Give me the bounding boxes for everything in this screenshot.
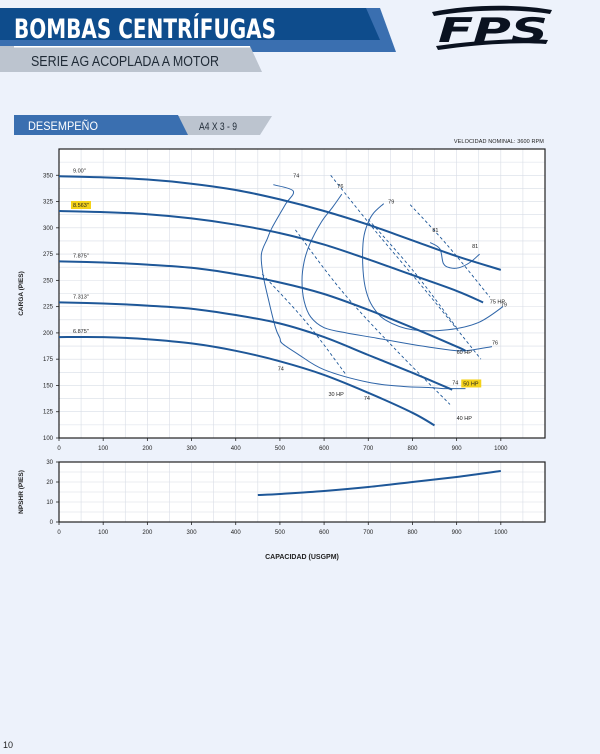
efficiency-label: 74 <box>293 173 299 179</box>
page-subtitle: SERIE AG ACOPLADA A MOTOR <box>31 54 219 70</box>
section-bar: DESEMPEÑO A4 X 3 - 9 <box>14 115 272 135</box>
head-y-tick-label: 175 <box>43 357 54 363</box>
header-gray-band <box>0 46 262 72</box>
power-line <box>261 273 347 376</box>
efficiency-label: 79 <box>501 303 507 309</box>
head-x-tick-label: 400 <box>231 446 242 452</box>
impeller-label: 9.00" <box>73 168 86 174</box>
head-y-tick-label: 150 <box>43 383 54 389</box>
impeller-curve <box>58 335 436 427</box>
head-x-tick-label: 200 <box>142 446 153 452</box>
power-label: 60 HP <box>457 350 473 356</box>
head-y-tick-label: 250 <box>43 278 54 284</box>
npshr-x-axis-label: CAPACIDAD (USGPM) <box>265 554 339 561</box>
npshr-y-tick-label: 10 <box>46 500 53 506</box>
power-label: 30 HP <box>329 392 345 398</box>
head-y-tick-label: 275 <box>43 252 54 258</box>
efficiency-label: 81 <box>472 244 478 250</box>
page-number: 10 <box>3 740 14 750</box>
power-label-highlight <box>461 379 482 388</box>
npshr-x-tick-label: 200 <box>142 530 153 536</box>
impeller-curve <box>58 301 453 391</box>
efficiency-curve <box>301 193 493 352</box>
logo-swoosh-top <box>432 5 552 16</box>
head-x-tick-label: 900 <box>452 446 463 452</box>
head-x-tick-label: 800 <box>407 446 418 452</box>
power-label: 50 HP <box>463 381 479 387</box>
header-gray-edge <box>14 46 250 48</box>
section-blue-tab <box>14 115 188 135</box>
head-x-tick-label: 700 <box>363 446 374 452</box>
npshr-x-tick-label: 300 <box>187 530 198 536</box>
power-line <box>295 229 451 405</box>
npshr-y-axis-label: NPSHR (PIES) <box>18 470 25 514</box>
head-x-tick-label: 600 <box>319 446 330 452</box>
head-plot-border <box>58 148 546 439</box>
speed-note: VELOCIDAD NOMINAL: 3600 RPM <box>453 139 544 145</box>
npshr-x-tick-label: 900 <box>452 530 463 536</box>
npshr-plot-border <box>58 461 546 523</box>
head-x-tick-label: 0 <box>57 446 61 452</box>
npshr-x-tick-label: 0 <box>57 530 61 536</box>
section-label: DESEMPEÑO <box>28 120 98 133</box>
power-line <box>330 175 482 360</box>
head-x-tick-label: 500 <box>275 446 286 452</box>
power-line <box>367 219 457 328</box>
efficiency-curve <box>362 203 504 332</box>
npshr-y-tick-label: 20 <box>46 480 53 486</box>
npshr-x-tick-label: 400 <box>231 530 242 536</box>
efficiency-label: 74 <box>452 380 458 386</box>
power-label: 40 HP <box>457 416 473 422</box>
npshr-x-tick-label: 1000 <box>494 530 508 536</box>
header-banner: BOMBAS CENTRÍFUGAS SERIE AG ACOPLADA A M… <box>0 5 552 72</box>
head-y-tick-label: 325 <box>43 200 54 206</box>
section-gray-tab <box>162 116 272 135</box>
impeller-curve <box>58 175 502 271</box>
impeller-label: 6.875" <box>73 329 89 335</box>
npshr-x-tick-label: 100 <box>98 530 109 536</box>
power-line <box>409 204 491 298</box>
efficiency-label: 74 <box>364 396 370 402</box>
impeller-curve <box>58 210 484 304</box>
impeller-label: 8.563" <box>73 203 89 209</box>
impeller-label: 7.875" <box>73 253 89 259</box>
efficiency-label: 76 <box>492 340 498 346</box>
impeller-label: 7.313" <box>73 294 89 300</box>
efficiency-label: 74 <box>278 367 284 373</box>
head-y-tick-label: 125 <box>43 410 54 416</box>
head-y-tick-label: 350 <box>43 173 54 179</box>
npshr-x-tick-label: 700 <box>363 530 374 536</box>
head-y-axis-label: CARGA (PIES) <box>18 271 25 316</box>
logo-swoosh-bottom <box>436 39 548 50</box>
npshr-x-tick-label: 500 <box>275 530 286 536</box>
impeller-label-highlight <box>71 201 91 210</box>
power-label: 75 HP <box>490 299 506 305</box>
npshr-y-tick-label: 0 <box>50 520 54 526</box>
efficiency-label: 81 <box>432 228 438 234</box>
page-title: BOMBAS CENTRÍFUGAS <box>14 13 276 45</box>
npshr-x-tick-label: 600 <box>319 530 330 536</box>
impeller-curve <box>58 260 466 352</box>
efficiency-label: 76 <box>337 184 343 190</box>
head-y-tick-label: 200 <box>43 331 54 337</box>
head-y-tick-label: 300 <box>43 226 54 232</box>
npshr-x-tick-label: 800 <box>407 530 418 536</box>
efficiency-curve <box>429 242 480 269</box>
head-chart: 0 100 200 300 400 500 600 700 800 900 100010012515… <box>18 148 546 452</box>
head-x-tick-label: 1000 <box>494 446 508 452</box>
npshr-y-tick-label: 30 <box>46 460 53 466</box>
head-x-tick-label: 100 <box>98 446 109 452</box>
head-x-tick-label: 300 <box>187 446 198 452</box>
fps-logo: FPS <box>432 5 552 51</box>
head-y-tick-label: 100 <box>43 436 54 442</box>
npshr-curve <box>257 470 501 496</box>
npshr-chart: 0 100 200 300 400 500 600 700 800 900 1000 0 10 20 30 N… <box>18 460 546 561</box>
efficiency-label: 79 <box>388 200 394 206</box>
header-navy-band <box>0 8 380 40</box>
model-label: A4 X 3 - 9 <box>199 121 237 133</box>
head-y-tick-label: 225 <box>43 305 54 311</box>
